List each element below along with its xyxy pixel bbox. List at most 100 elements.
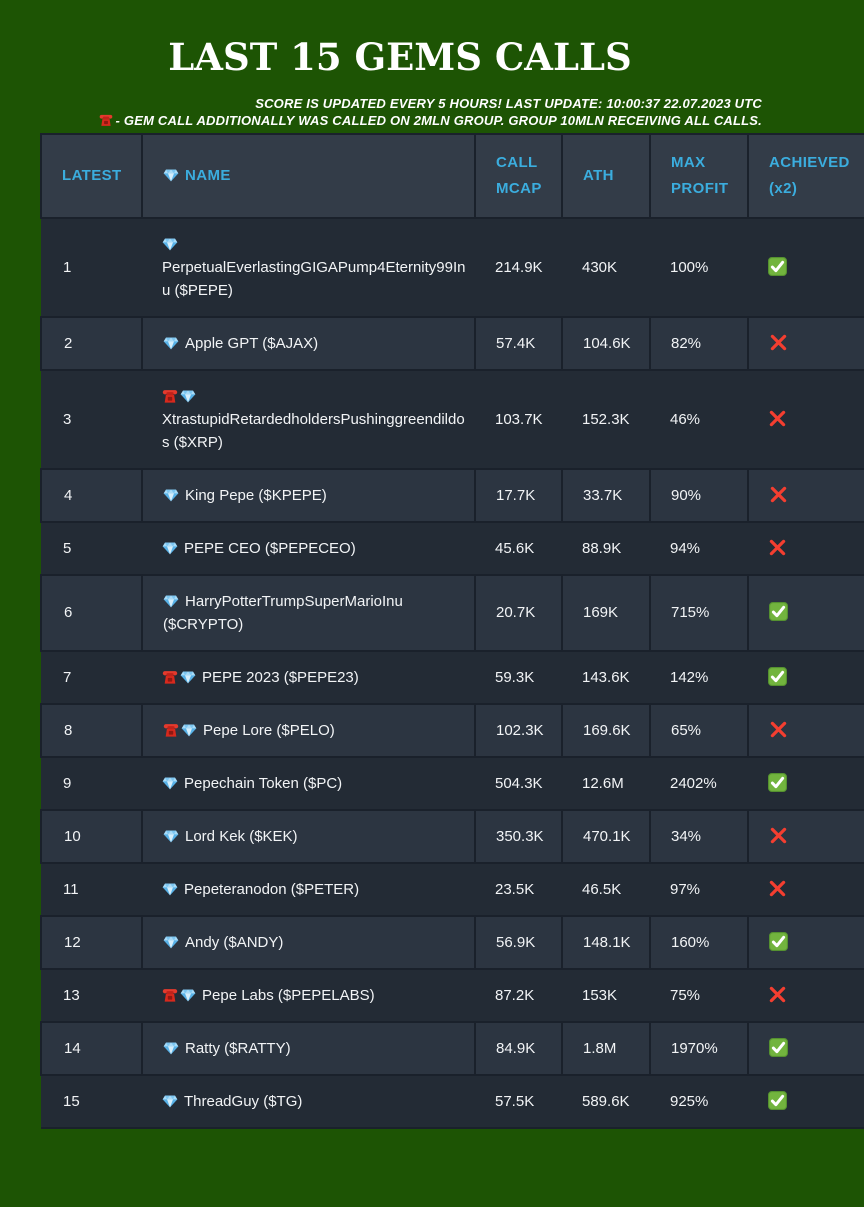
latest-rank-cell: 4 bbox=[40, 467, 143, 523]
ath-cell: 169K bbox=[561, 573, 651, 652]
token-name: HarryPotterTrumpSuperMarioInu ($CRYPTO) bbox=[163, 592, 403, 633]
token-name-cell: Pepe Labs ($PEPELABS) bbox=[142, 967, 475, 1023]
latest-rank-cell: 5 bbox=[41, 520, 142, 576]
table-row: 12 Andy ($ANDY) 56.9K 148.1K 160% bbox=[40, 914, 864, 970]
achieved-status-cell bbox=[747, 573, 864, 652]
table-header-row: LATEST NAME CALL MCAP ATH MAX PROFIT ACHIEVED (x… bbox=[40, 132, 864, 219]
red-telephone-icon bbox=[162, 388, 178, 404]
token-name-cell: Ratty ($RATTY) bbox=[141, 1020, 476, 1076]
call-mcap-cell: 57.4K bbox=[474, 315, 563, 371]
red-cross-icon bbox=[769, 485, 788, 504]
achieved-status-cell bbox=[748, 1073, 864, 1129]
red-telephone-icon bbox=[163, 722, 179, 738]
token-name-cell: Andy ($ANDY) bbox=[141, 914, 476, 970]
ath-cell: 1.8M bbox=[561, 1020, 651, 1076]
page-title: LAST 15 GEMS CALLS bbox=[168, 35, 632, 79]
latest-rank-cell: 11 bbox=[41, 861, 142, 917]
token-name: Pepeteranodon ($PETER) bbox=[184, 880, 360, 898]
gem-icon bbox=[163, 1040, 179, 1056]
max-profit-cell: 94% bbox=[650, 520, 748, 576]
ath-cell: 143.6K bbox=[562, 649, 650, 705]
update-note-line2: - GEM CALL ADDITIONALLY WAS CALLED ON 2M… bbox=[0, 112, 762, 130]
table-row: 9 Pepechain Token ($PC) 504.3K 12.6M 240… bbox=[41, 755, 864, 811]
latest-rank-cell: 8 bbox=[40, 702, 143, 758]
red-telephone-icon bbox=[99, 113, 113, 127]
max-profit-cell: 925% bbox=[650, 1073, 748, 1129]
green-check-icon bbox=[769, 931, 788, 951]
latest-rank-cell: 15 bbox=[41, 1073, 142, 1129]
token-name: Pepechain Token ($PC) bbox=[184, 774, 343, 792]
ath-cell: 169.6K bbox=[561, 702, 651, 758]
token-name: King Pepe ($KPEPE) bbox=[185, 486, 327, 504]
table-row: 1 PerpetualEverlastingGIGAPump4Eternity9… bbox=[41, 216, 864, 318]
max-profit-cell: 34% bbox=[649, 808, 749, 864]
latest-rank-cell: 1 bbox=[41, 216, 142, 318]
call-mcap-cell: 23.5K bbox=[475, 861, 562, 917]
ath-cell: 104.6K bbox=[561, 315, 651, 371]
max-profit-cell: 82% bbox=[649, 315, 749, 371]
red-telephone-icon bbox=[162, 669, 178, 685]
red-cross-icon bbox=[769, 333, 788, 352]
latest-rank-cell: 9 bbox=[41, 755, 142, 811]
token-icons bbox=[162, 775, 184, 792]
token-name-cell: Pepe Lore ($PELO) bbox=[141, 702, 476, 758]
ath-cell: 88.9K bbox=[562, 520, 650, 576]
token-icons bbox=[162, 1093, 184, 1110]
max-profit-cell: 65% bbox=[649, 702, 749, 758]
call-mcap-cell: 45.6K bbox=[475, 520, 562, 576]
call-mcap-cell: 57.5K bbox=[475, 1073, 562, 1129]
token-name-cell: Apple GPT ($AJAX) bbox=[141, 315, 476, 371]
gem-icon bbox=[163, 167, 179, 183]
page-header: LAST 15 GEMS CALLS SCORE IS UPDATED EVER… bbox=[0, 0, 864, 130]
achieved-status-cell bbox=[748, 755, 864, 811]
achieved-status-cell bbox=[748, 861, 864, 917]
max-profit-cell: 100% bbox=[650, 216, 748, 318]
token-name: XtrastupidRetardedholdersPushinggreendil… bbox=[162, 410, 465, 451]
max-profit-cell: 97% bbox=[650, 861, 748, 917]
gems-calls-table: LATEST NAME CALL MCAP ATH MAX PROFIT ACHIEVED (x… bbox=[40, 132, 864, 1129]
red-telephone-icon bbox=[162, 987, 178, 1003]
token-name: PerpetualEverlastingGIGAPump4Eternity99I… bbox=[162, 258, 466, 299]
red-cross-icon bbox=[768, 538, 787, 557]
column-header-label: CALL bbox=[496, 153, 538, 171]
max-profit-cell: 75% bbox=[650, 967, 748, 1023]
red-cross-icon bbox=[768, 409, 787, 428]
token-name: Pepe Lore ($PELO) bbox=[203, 721, 335, 739]
ath-cell: 33.7K bbox=[561, 467, 651, 523]
achieved-status-cell bbox=[747, 914, 864, 970]
gem-icon bbox=[162, 236, 178, 252]
ath-cell: 153K bbox=[562, 967, 650, 1023]
token-icons bbox=[162, 669, 202, 686]
update-note-line2-text: - GEM CALL ADDITIONALLY WAS CALLED ON 2M… bbox=[115, 113, 762, 129]
red-cross-icon bbox=[769, 826, 788, 845]
achieved-status-cell bbox=[748, 520, 864, 576]
table-row: 8 Pepe Lore ($PELO) 102.3K 169.6K 65% bbox=[40, 702, 864, 758]
token-icons bbox=[163, 722, 203, 739]
green-check-icon bbox=[768, 1090, 787, 1110]
column-header-label: MCAP bbox=[496, 179, 542, 197]
table-row: 3 XtrastupidRetardedholdersPushinggreend… bbox=[41, 368, 864, 470]
column-header-call_mcap: CALL MCAP bbox=[474, 132, 563, 219]
green-check-icon bbox=[768, 666, 787, 686]
max-profit-cell: 2402% bbox=[650, 755, 748, 811]
column-header-label: PROFIT bbox=[671, 179, 729, 197]
latest-rank-cell: 13 bbox=[41, 967, 142, 1023]
token-name: Lord Kek ($KEK) bbox=[185, 827, 298, 845]
token-icons bbox=[162, 388, 202, 405]
achieved-status-cell bbox=[747, 808, 864, 864]
token-name: PEPE 2023 ($PEPE23) bbox=[202, 668, 359, 686]
token-name-cell: Lord Kek ($KEK) bbox=[141, 808, 476, 864]
call-mcap-cell: 350.3K bbox=[474, 808, 563, 864]
token-name-cell: Pepeteranodon ($PETER) bbox=[142, 861, 475, 917]
token-icons bbox=[162, 881, 184, 898]
achieved-status-cell bbox=[748, 216, 864, 318]
call-mcap-cell: 103.7K bbox=[475, 368, 562, 470]
max-profit-cell: 142% bbox=[650, 649, 748, 705]
latest-rank-cell: 12 bbox=[40, 914, 143, 970]
call-mcap-cell: 84.9K bbox=[474, 1020, 563, 1076]
call-mcap-cell: 214.9K bbox=[475, 216, 562, 318]
latest-rank-cell: 7 bbox=[41, 649, 142, 705]
red-telephone-icon-slot bbox=[99, 113, 116, 128]
token-name-cell: PEPE 2023 ($PEPE23) bbox=[142, 649, 475, 705]
token-icons bbox=[162, 540, 184, 557]
